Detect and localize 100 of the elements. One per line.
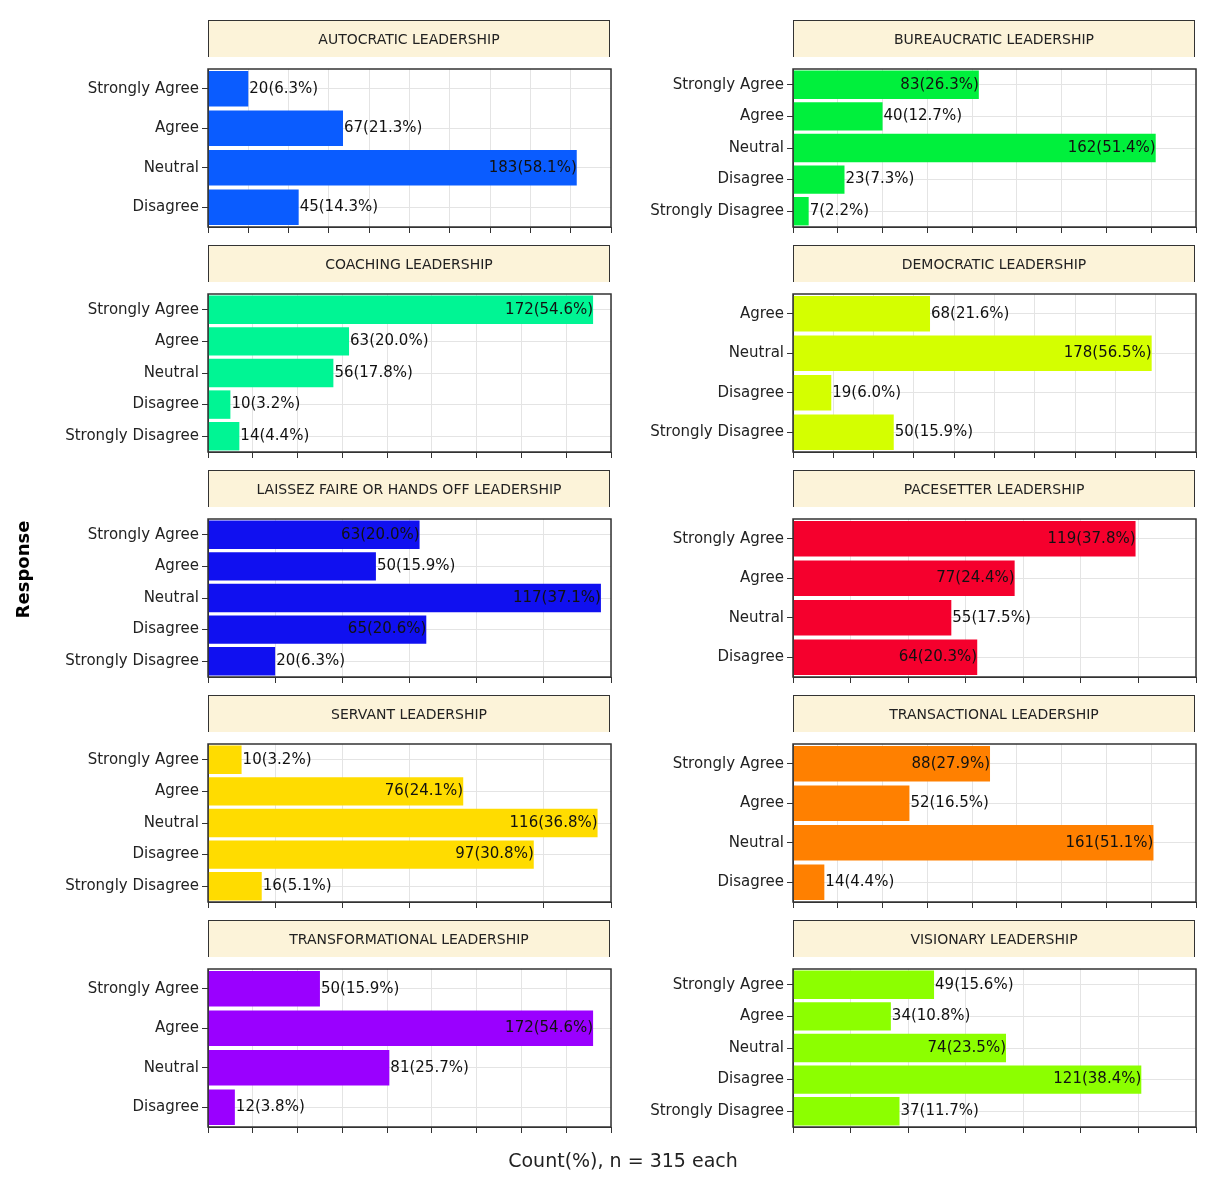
bar: [208, 552, 376, 581]
y-tick-label: Strongly Agree: [87, 978, 199, 997]
data-label: 97(30.8%): [455, 844, 534, 863]
bar: [793, 196, 809, 226]
bar: [793, 520, 1136, 557]
data-label: 119(37.8%): [1047, 528, 1136, 547]
y-tick-label: Neutral: [728, 137, 784, 156]
data-label: 67(21.3%): [344, 118, 423, 137]
bar: [793, 335, 1152, 372]
bar: [208, 615, 427, 644]
data-label: 83(26.3%): [900, 74, 979, 93]
bar: [793, 1096, 900, 1126]
chart-title: COACHING LEADERSHIP: [208, 245, 610, 282]
chart-title: BUREAUCRATIC LEADERSHIP: [793, 20, 1195, 57]
data-label: 56(17.8%): [334, 362, 413, 381]
data-label: 76(24.1%): [384, 781, 464, 800]
bar: [793, 414, 894, 451]
bar: [793, 102, 883, 131]
y-tick-label: Strongly Disagree: [650, 201, 784, 220]
y-tick-label: Strongly Disagree: [65, 876, 199, 895]
data-label: 63(20.0%): [341, 524, 420, 543]
bar: [208, 520, 420, 550]
bar: [793, 864, 825, 901]
data-label: 116(36.8%): [509, 812, 598, 831]
bar: [208, 390, 231, 419]
data-label: 74(23.5%): [927, 1037, 1007, 1056]
y-tick-label: Neutral: [728, 1037, 784, 1056]
data-label: 88(27.9%): [911, 753, 991, 772]
data-label: 49(15.6%): [935, 974, 1014, 993]
chart-title: AUTOCRATIC LEADERSHIP: [208, 20, 610, 57]
bar: [208, 583, 601, 613]
y-tick-label: Disagree: [717, 169, 784, 188]
bar: [208, 358, 334, 388]
bar: [208, 421, 240, 451]
bar: [208, 189, 299, 226]
y-tick-label: Neutral: [728, 832, 784, 851]
data-label: 19(6.0%): [832, 382, 902, 401]
data-label: 16(5.1%): [262, 876, 332, 895]
bar: [793, 599, 952, 636]
bar: [793, 1033, 1007, 1063]
data-label: 50(15.9%): [376, 556, 456, 575]
data-label: 37(11.7%): [900, 1101, 979, 1120]
bar: [793, 560, 1015, 597]
data-label: 20(6.3%): [249, 78, 319, 97]
data-label: 64(20.3%): [898, 647, 978, 666]
y-tick-label: Agree: [154, 781, 199, 800]
data-label: 121(38.4%): [1053, 1069, 1142, 1088]
data-label: 14(4.4%): [825, 872, 895, 891]
bar: [208, 70, 249, 107]
y-tick-label: Agree: [154, 331, 199, 350]
data-label: 55(17.5%): [952, 607, 1031, 626]
y-tick-label: Agree: [739, 793, 784, 812]
data-label: 77(24.4%): [936, 568, 1015, 587]
bar: [208, 840, 534, 869]
y-tick-label: Neutral: [143, 812, 199, 831]
data-label: 34(10.8%): [891, 1006, 971, 1025]
y-tick-label: Agree: [154, 1018, 199, 1037]
y-tick-label: Neutral: [728, 343, 784, 362]
chart-title: VISIONARY LEADERSHIP: [793, 920, 1195, 957]
y-tick-label: Strongly Agree: [87, 524, 199, 543]
bar: [208, 646, 276, 676]
bar: [793, 133, 1156, 163]
x-axis-title: Count(%), n = 315 each: [507, 1149, 739, 1171]
data-label: 10(3.2%): [242, 749, 312, 768]
bar: [793, 165, 845, 194]
y-tick-label: Strongly Disagree: [650, 1101, 784, 1120]
bar: [208, 871, 262, 901]
data-label: 162(51.4%): [1067, 137, 1156, 156]
bar: [793, 824, 1154, 861]
y-tick-label: Strongly Agree: [672, 74, 784, 93]
y-tick-label: Neutral: [143, 587, 199, 606]
bar: [793, 374, 832, 411]
y-tick-label: Disagree: [132, 197, 199, 216]
data-label: 63(20.0%): [350, 331, 429, 350]
y-tick-label: Disagree: [132, 394, 199, 413]
chart-title: SERVANT LEADERSHIP: [208, 695, 610, 732]
bar: [208, 1089, 235, 1126]
y-tick-label: Strongly Disagree: [65, 426, 199, 445]
data-label: 81(25.7%): [390, 1057, 469, 1076]
data-label: 178(56.5%): [1063, 343, 1152, 362]
chart-title: PACESETTER LEADERSHIP: [793, 470, 1195, 507]
bar: [793, 1065, 1142, 1094]
y-tick-label: Disagree: [717, 872, 784, 891]
data-label: 45(14.3%): [299, 197, 379, 216]
data-label: 23(7.3%): [845, 169, 915, 188]
bar: [208, 1010, 594, 1047]
data-label: 7(2.2%): [809, 201, 870, 220]
bar: [208, 295, 594, 325]
y-tick-label: Strongly Agree: [87, 299, 199, 318]
y-tick-label: Strongly Disagree: [650, 422, 784, 441]
y-tick-label: Agree: [739, 303, 784, 322]
y-tick-label: Strongly Agree: [672, 528, 784, 547]
data-label: 183(58.1%): [488, 157, 577, 176]
data-label: 172(54.6%): [505, 1018, 594, 1037]
bar: [793, 970, 935, 1000]
data-label: 14(4.4%): [240, 426, 310, 445]
y-tick-label: Strongly Agree: [672, 974, 784, 993]
y-tick-label: Neutral: [143, 362, 199, 381]
data-label: 10(3.2%): [231, 394, 301, 413]
bar: [793, 745, 991, 782]
